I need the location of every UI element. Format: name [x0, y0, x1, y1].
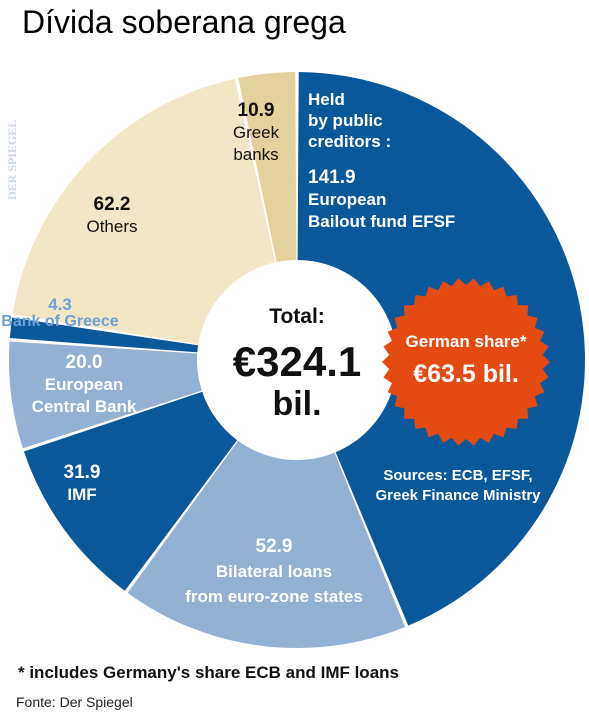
slice-label-6-1: banks — [233, 145, 278, 164]
slice-label-1-0: Bilateral loans — [216, 562, 332, 581]
donut-chart: 141.9 European Bailout fund EFSF 52.9 Bilate… — [1, 72, 585, 649]
slice-label-1-1: from euro-zone states — [185, 587, 363, 606]
german-share-badge: German share* €63.5 bil. — [382, 278, 550, 446]
sources-line-1: Greek Finance Ministry — [375, 487, 541, 504]
slice-value-2: 31.9 — [64, 462, 101, 483]
footnote: * includes Germany's share ECB and IMF l… — [18, 663, 399, 682]
held-by-label-1: by public — [308, 111, 383, 130]
held-by-label-2: creditors : — [308, 132, 391, 151]
slice-label-2-0: IMF — [67, 485, 96, 504]
slice-value-3: 20.0 — [66, 352, 103, 373]
slice-value-6: 10.9 — [238, 100, 275, 121]
total-label: Total: — [269, 305, 325, 328]
held-by-label-0: Held — [308, 90, 345, 109]
slice-label-0-1: Bailout fund EFSF — [308, 212, 455, 231]
slice-value-5: 62.2 — [94, 194, 131, 215]
watermark-text: DER SPIEGEL — [5, 120, 19, 200]
sources-line-0: Sources: ECB, EFSF, — [383, 467, 532, 484]
slice-value-0: 141.9 — [308, 167, 356, 188]
slice-label-3-0: European — [45, 375, 123, 394]
slice-1 — [127, 360, 406, 649]
slice-value-1: 52.9 — [256, 536, 293, 557]
slice-label-5-0: Others — [86, 217, 137, 236]
source-credit: Fonte: Der Spiegel — [16, 694, 133, 710]
total-unit: bil. — [272, 385, 321, 423]
slice-label-3-1: Central Bank — [32, 397, 137, 416]
chart-title: Dívida soberana grega — [22, 4, 346, 40]
slice-label-0-0: European — [308, 190, 386, 209]
center-hole — [197, 260, 397, 460]
badge-value: €63.5 bil. — [413, 360, 519, 388]
slice-value-4: 4.3 — [48, 295, 72, 314]
slice-label-4-0: Bank of Greece — [1, 313, 118, 330]
badge-label: German share* — [406, 332, 527, 351]
der-spiegel-watermark: DER SPIEGEL — [5, 120, 19, 200]
slice-label-6-0: Greek — [233, 123, 280, 142]
total-value: €324.1 — [233, 338, 361, 385]
